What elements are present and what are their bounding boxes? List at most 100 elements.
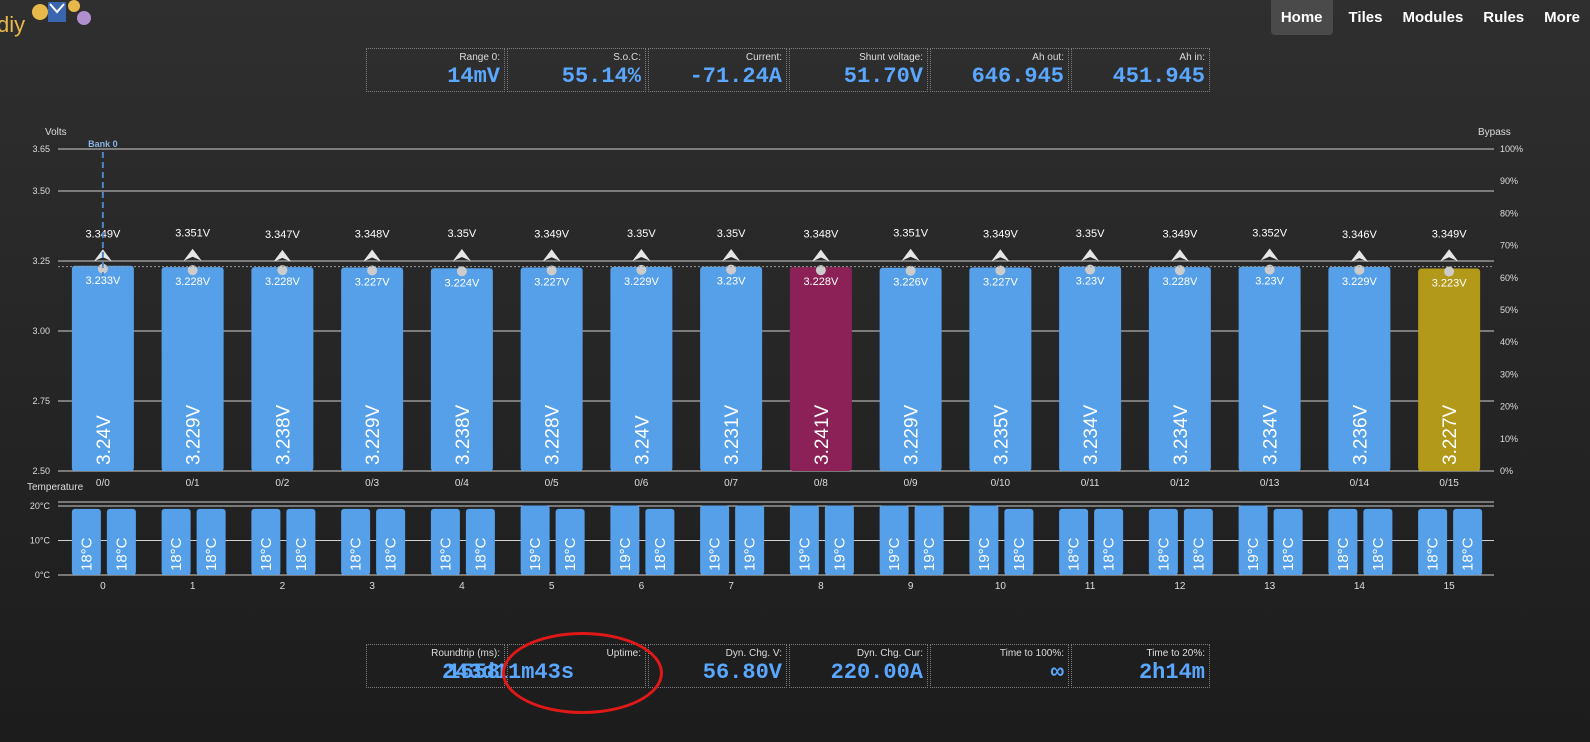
cell-max-voltage-label: 3.35V bbox=[1076, 228, 1105, 240]
cell-voltage-label: 3.234V bbox=[1081, 404, 1102, 465]
y-tick-label: 2.75 bbox=[32, 396, 50, 406]
temperature-tick-label: 0°C bbox=[35, 570, 51, 580]
internal-temperature-label: 18°C bbox=[1155, 537, 1172, 571]
tile-label: Roundtrip (ms): bbox=[431, 648, 500, 659]
external-temperature-bar bbox=[465, 508, 495, 575]
max-voltage-arrow bbox=[901, 248, 920, 261]
external-temperature-bar bbox=[1094, 508, 1124, 575]
module-category-label: 11 bbox=[1085, 581, 1096, 592]
cell-voltage-bar bbox=[879, 267, 942, 471]
cell-voltage-label: 3.227V bbox=[1440, 404, 1461, 465]
external-temperature-label: 18°C bbox=[203, 537, 220, 571]
cell-max-voltage-label: 3.348V bbox=[803, 229, 839, 241]
external-temperature-label: 18°C bbox=[1280, 537, 1297, 571]
y-tick-label: 3.65 bbox=[32, 144, 50, 154]
max-voltage-arrow bbox=[363, 249, 382, 262]
cell-average-marker bbox=[1354, 264, 1365, 275]
cell-average-marker bbox=[456, 266, 467, 277]
cell-voltage-label: 3.231V bbox=[722, 404, 743, 465]
tile-label: Time to 100%: bbox=[999, 648, 1064, 659]
cell-max-voltage-label: 3.346V bbox=[1342, 229, 1378, 241]
external-temperature-label: 18°C bbox=[562, 537, 579, 571]
internal-temperature-label: 18°C bbox=[168, 537, 185, 571]
external-temperature-label: 18°C bbox=[293, 537, 310, 571]
max-voltage-arrow bbox=[722, 249, 741, 261]
cell-min-voltage-label: 3.227V bbox=[355, 276, 391, 288]
module-category-label: 14 bbox=[1354, 581, 1366, 592]
tile-time-to-20: Time to 20%: 2h14m bbox=[1071, 644, 1210, 688]
top-nav: Home Tiles Modules Rules More bbox=[1270, 0, 1590, 35]
cell-voltage-label: 3.238V bbox=[273, 404, 294, 465]
cell-min-voltage-label: 3.227V bbox=[534, 276, 570, 288]
tile-label: Dyn. Chg. V: bbox=[725, 648, 782, 659]
tile-range: Range 0: 14mV bbox=[366, 48, 505, 92]
tile-value: 51.70V bbox=[843, 64, 923, 89]
y2-tick-label: 0% bbox=[1500, 466, 1513, 476]
cell-average-marker bbox=[1174, 265, 1185, 276]
internal-temperature-bar bbox=[1059, 508, 1089, 575]
internal-temperature-bar bbox=[161, 508, 191, 575]
external-temperature-bar bbox=[1453, 508, 1483, 575]
internal-temperature-bar bbox=[879, 505, 909, 575]
cell-average-marker bbox=[905, 265, 916, 276]
y-tick-label: 3.00 bbox=[32, 326, 50, 336]
internal-temperature-bar bbox=[520, 505, 550, 575]
cell-max-voltage-label: 3.349V bbox=[534, 228, 570, 240]
cell-voltage-bar bbox=[610, 266, 673, 471]
cell-voltage-bar bbox=[969, 267, 1032, 471]
cell-max-voltage-label: 3.349V bbox=[983, 228, 1019, 240]
external-temperature-bar bbox=[376, 508, 406, 575]
cell-min-voltage-label: 3.229V bbox=[624, 276, 660, 288]
internal-temperature-label: 18°C bbox=[1425, 537, 1442, 571]
voltage-axis-title: Volts bbox=[45, 127, 67, 138]
diybms-logo[interactable]: diy bbox=[0, 0, 100, 40]
y2-tick-label: 20% bbox=[1500, 402, 1518, 412]
cell-min-voltage-label: 3.223V bbox=[1432, 278, 1468, 290]
internal-temperature-label: 19°C bbox=[707, 537, 724, 571]
cell-min-voltage-label: 3.228V bbox=[265, 276, 301, 288]
nav-more[interactable]: More bbox=[1544, 9, 1580, 26]
module-category-label: 3 bbox=[369, 581, 375, 592]
nav-rules[interactable]: Rules bbox=[1483, 9, 1525, 26]
cell-category-label: 0/2 bbox=[275, 478, 289, 489]
cell-average-marker bbox=[367, 265, 378, 276]
max-voltage-arrow bbox=[1170, 249, 1189, 262]
internal-temperature-label: 18°C bbox=[1335, 537, 1352, 571]
cell-voltage-label: 3.234V bbox=[1261, 404, 1282, 465]
tile-value: 14mV bbox=[447, 64, 500, 89]
internal-temperature-label: 19°C bbox=[976, 537, 993, 571]
external-temperature-bar bbox=[824, 505, 854, 575]
cell-voltage-bar bbox=[1418, 268, 1481, 471]
temperature-axis-title: Temperature bbox=[27, 482, 84, 493]
tile-value: 451.945 bbox=[1112, 64, 1205, 89]
cell-category-label: 0/1 bbox=[186, 478, 200, 489]
external-temperature-label: 18°C bbox=[383, 537, 400, 571]
y2-tick-label: 100% bbox=[1500, 144, 1523, 154]
tile-label: Ah out: bbox=[1032, 52, 1064, 63]
nav-modules[interactable]: Modules bbox=[1402, 9, 1464, 26]
cell-max-voltage-label: 3.351V bbox=[175, 228, 211, 240]
external-temperature-label: 18°C bbox=[113, 537, 130, 571]
tile-dyn-chg-v: Dyn. Chg. V: 56.80V bbox=[648, 644, 787, 688]
tile-uptime: Uptime: 243d11m43s bbox=[442, 644, 646, 688]
external-temperature-bar bbox=[735, 505, 765, 575]
max-voltage-arrow bbox=[1350, 250, 1369, 263]
max-voltage-arrow bbox=[542, 249, 561, 262]
cell-average-marker bbox=[1444, 266, 1455, 277]
nav-tiles[interactable]: Tiles bbox=[1348, 9, 1383, 26]
cell-category-label: 0/12 bbox=[1170, 478, 1190, 489]
module-category-label: 6 bbox=[639, 581, 645, 592]
cell-category-label: 0/11 bbox=[1081, 478, 1100, 489]
cell-max-voltage-label: 3.351V bbox=[893, 228, 929, 240]
tile-shunt-voltage: Shunt voltage: 51.70V bbox=[789, 48, 928, 92]
bypass-axis-title: Bypass bbox=[1478, 127, 1511, 138]
external-temperature-label: 19°C bbox=[831, 537, 848, 571]
tile-label: Dyn. Chg. Cur: bbox=[856, 648, 923, 659]
temperature-tick-label: 10°C bbox=[30, 536, 51, 546]
cell-average-marker bbox=[546, 265, 557, 276]
cell-min-voltage-label: 3.23V bbox=[1076, 276, 1105, 288]
cell-category-label: 0/3 bbox=[365, 478, 379, 489]
nav-home[interactable]: Home bbox=[1270, 0, 1333, 35]
cell-voltage-bar bbox=[341, 267, 404, 471]
tile-label: Uptime: bbox=[606, 648, 641, 659]
